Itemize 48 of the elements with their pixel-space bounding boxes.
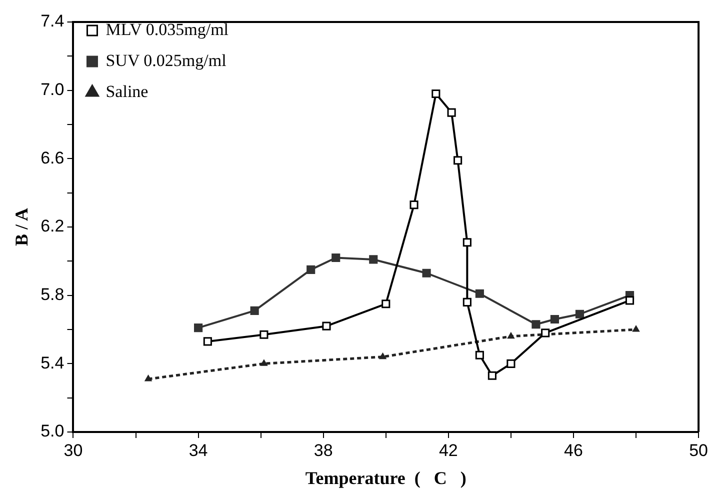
point bbox=[488, 371, 496, 380]
point bbox=[532, 320, 540, 329]
point bbox=[203, 337, 212, 346]
y-tick-label: 6.6 bbox=[40, 148, 64, 168]
point bbox=[194, 324, 203, 332]
point bbox=[550, 314, 560, 324]
point bbox=[625, 296, 634, 305]
point bbox=[447, 108, 456, 117]
y-tick-label: 5.8 bbox=[40, 285, 64, 304]
text: 5.0 bbox=[40, 422, 64, 441]
point bbox=[144, 375, 152, 382]
point bbox=[382, 300, 390, 308]
point bbox=[410, 200, 418, 210]
point bbox=[322, 322, 331, 330]
point bbox=[422, 268, 431, 278]
y-axis-title: B / A bbox=[11, 208, 32, 246]
x-tick-label: 34 bbox=[188, 440, 208, 460]
point bbox=[379, 353, 386, 360]
legend-label: Saline bbox=[106, 82, 148, 101]
point bbox=[508, 332, 514, 339]
y-tick-label: 5.4 bbox=[40, 353, 64, 372]
point bbox=[462, 298, 472, 306]
point bbox=[369, 255, 378, 264]
text: 7.0 bbox=[40, 80, 64, 100]
x-axis-title: Temperature ( C ) bbox=[305, 468, 466, 488]
x-tick-label: 46 bbox=[564, 440, 583, 460]
point bbox=[260, 360, 268, 366]
point bbox=[506, 359, 516, 368]
point bbox=[632, 326, 640, 332]
point bbox=[475, 289, 484, 298]
x-tick-label: 38 bbox=[314, 440, 333, 460]
point bbox=[454, 156, 462, 165]
point bbox=[306, 265, 316, 274]
x-tick-label: 42 bbox=[438, 440, 458, 460]
point bbox=[260, 330, 268, 339]
legend-label: SUV 0.025mg/ml bbox=[106, 50, 227, 70]
legend-label: MLV 0.035mg/ml bbox=[106, 20, 229, 39]
point bbox=[541, 328, 550, 338]
point bbox=[250, 306, 259, 315]
y-tick-label: 7.4 bbox=[40, 12, 64, 31]
point bbox=[462, 238, 472, 247]
x-tick-label: 30 bbox=[64, 440, 83, 460]
point bbox=[332, 253, 340, 262]
y-tick-label: 6.2 bbox=[40, 216, 64, 236]
point bbox=[575, 310, 584, 318]
point bbox=[432, 89, 440, 98]
point bbox=[475, 350, 484, 360]
x-tick-label: 50 bbox=[689, 440, 708, 460]
